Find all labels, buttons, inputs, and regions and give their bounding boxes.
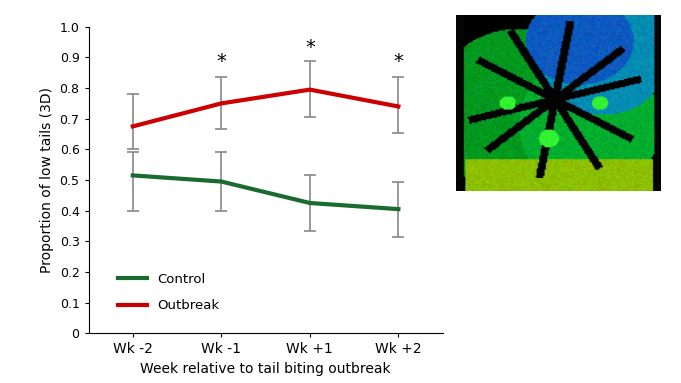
Text: *: * — [217, 52, 226, 71]
Legend: Control, Outbreak: Control, Outbreak — [113, 268, 225, 318]
Y-axis label: Proportion of low tails (3D): Proportion of low tails (3D) — [40, 87, 54, 273]
Text: *: * — [305, 38, 315, 57]
X-axis label: Week relative to tail biting outbreak: Week relative to tail biting outbreak — [140, 362, 391, 376]
Text: *: * — [394, 52, 403, 71]
